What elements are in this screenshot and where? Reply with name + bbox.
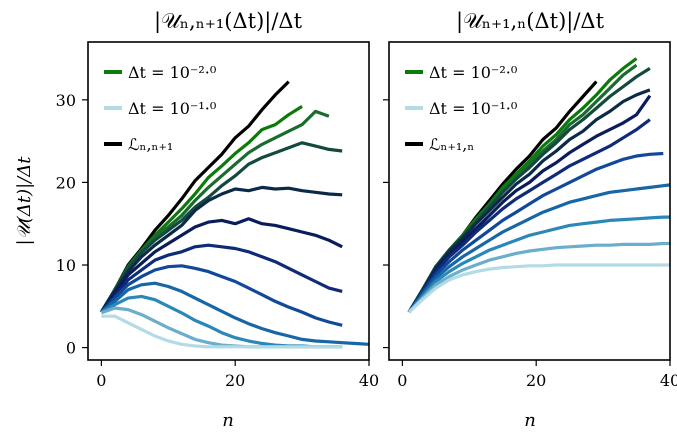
right-series-line-6 — [407, 118, 651, 313]
left-panel-title: |𝒰ₙ,ₙ₊₁(Δt)|/Δt — [154, 9, 303, 34]
left-y-tick-label-2: 20 — [56, 173, 76, 192]
left-legend-label-1: Δt = 10⁻¹·⁰ — [128, 99, 216, 118]
right-series-line-8 — [407, 183, 671, 314]
right-x-tick-label-1: 20 — [526, 371, 546, 390]
right-series-line-7 — [407, 151, 664, 314]
left-series-line-6 — [100, 243, 343, 314]
left-x-ticks: 0 20 40 — [96, 360, 379, 390]
left-y-tick-label-3: 30 — [56, 91, 76, 110]
right-x-ticks: 0 20 40 — [397, 360, 677, 390]
right-panel-title: |𝒰ₙ₊₁,ₙ(Δt)|/Δt — [456, 9, 605, 34]
right-x-tick-label-2: 40 — [660, 371, 677, 390]
left-series-line-11 — [101, 314, 343, 349]
left-panel: |𝒰ₙ,ₙ₊₁(Δt)|/Δt 0 20 40 0 10 20 30 n |𝒰(Δt)|/… — [14, 9, 379, 431]
left-x-tick-label-1: 20 — [225, 371, 245, 390]
right-legend-label-1: Δt = 10⁻¹·⁰ — [429, 99, 517, 118]
right-panel: |𝒰ₙ₊₁,ₙ(Δt)|/Δt 0 20 40 n Δt = 10⁻²·⁰Δt = … — [383, 9, 677, 431]
right-legend: Δt = 10⁻²·⁰ Δt = 10⁻¹·⁰ ℒₙ₊₁,ₙ — [405, 63, 517, 154]
left-x-tick-label-0: 0 — [96, 371, 106, 390]
left-series-line-8 — [100, 281, 370, 346]
right-legend-label-2: ℒₙ₊₁,ₙ — [429, 135, 474, 154]
left-series-group — [100, 80, 370, 349]
right-series-group — [407, 57, 671, 314]
left-x-axis-label: n — [222, 410, 234, 431]
left-series-line-4 — [100, 185, 343, 313]
right-x-tick-label-0: 0 — [397, 371, 407, 390]
left-plot-frame — [87, 41, 370, 361]
left-legend: Δt = 10⁻²·⁰ Δt = 10⁻¹·⁰ ℒₙ,ₙ₊₁ — [104, 63, 216, 154]
right-plot-frame — [388, 41, 671, 361]
left-series-line-7 — [100, 264, 343, 327]
left-y-tick-label-1: 10 — [56, 256, 76, 275]
left-series-line-3 — [100, 141, 343, 313]
right-series-line-9 — [407, 215, 670, 314]
left-legend-label-0: Δt = 10⁻²·⁰ — [128, 63, 216, 82]
y-axis-label: |𝒰(Δt)|/Δt — [14, 156, 35, 246]
right-series-line-10 — [407, 241, 670, 314]
left-legend-label-2: ℒₙ,ₙ₊₁ — [128, 135, 173, 154]
left-y-ticks: 0 10 20 30 — [56, 91, 88, 358]
right-series-line-4 — [407, 88, 651, 313]
right-legend-label-0: Δt = 10⁻²·⁰ — [429, 63, 517, 82]
right-series-line-11 — [408, 263, 670, 314]
left-series-line-5 — [100, 217, 343, 314]
right-y-ticks — [383, 99, 389, 349]
left-x-tick-label-2: 40 — [359, 371, 379, 390]
right-x-axis-label: n — [524, 410, 536, 431]
left-y-tick-label-0: 0 — [66, 339, 76, 358]
